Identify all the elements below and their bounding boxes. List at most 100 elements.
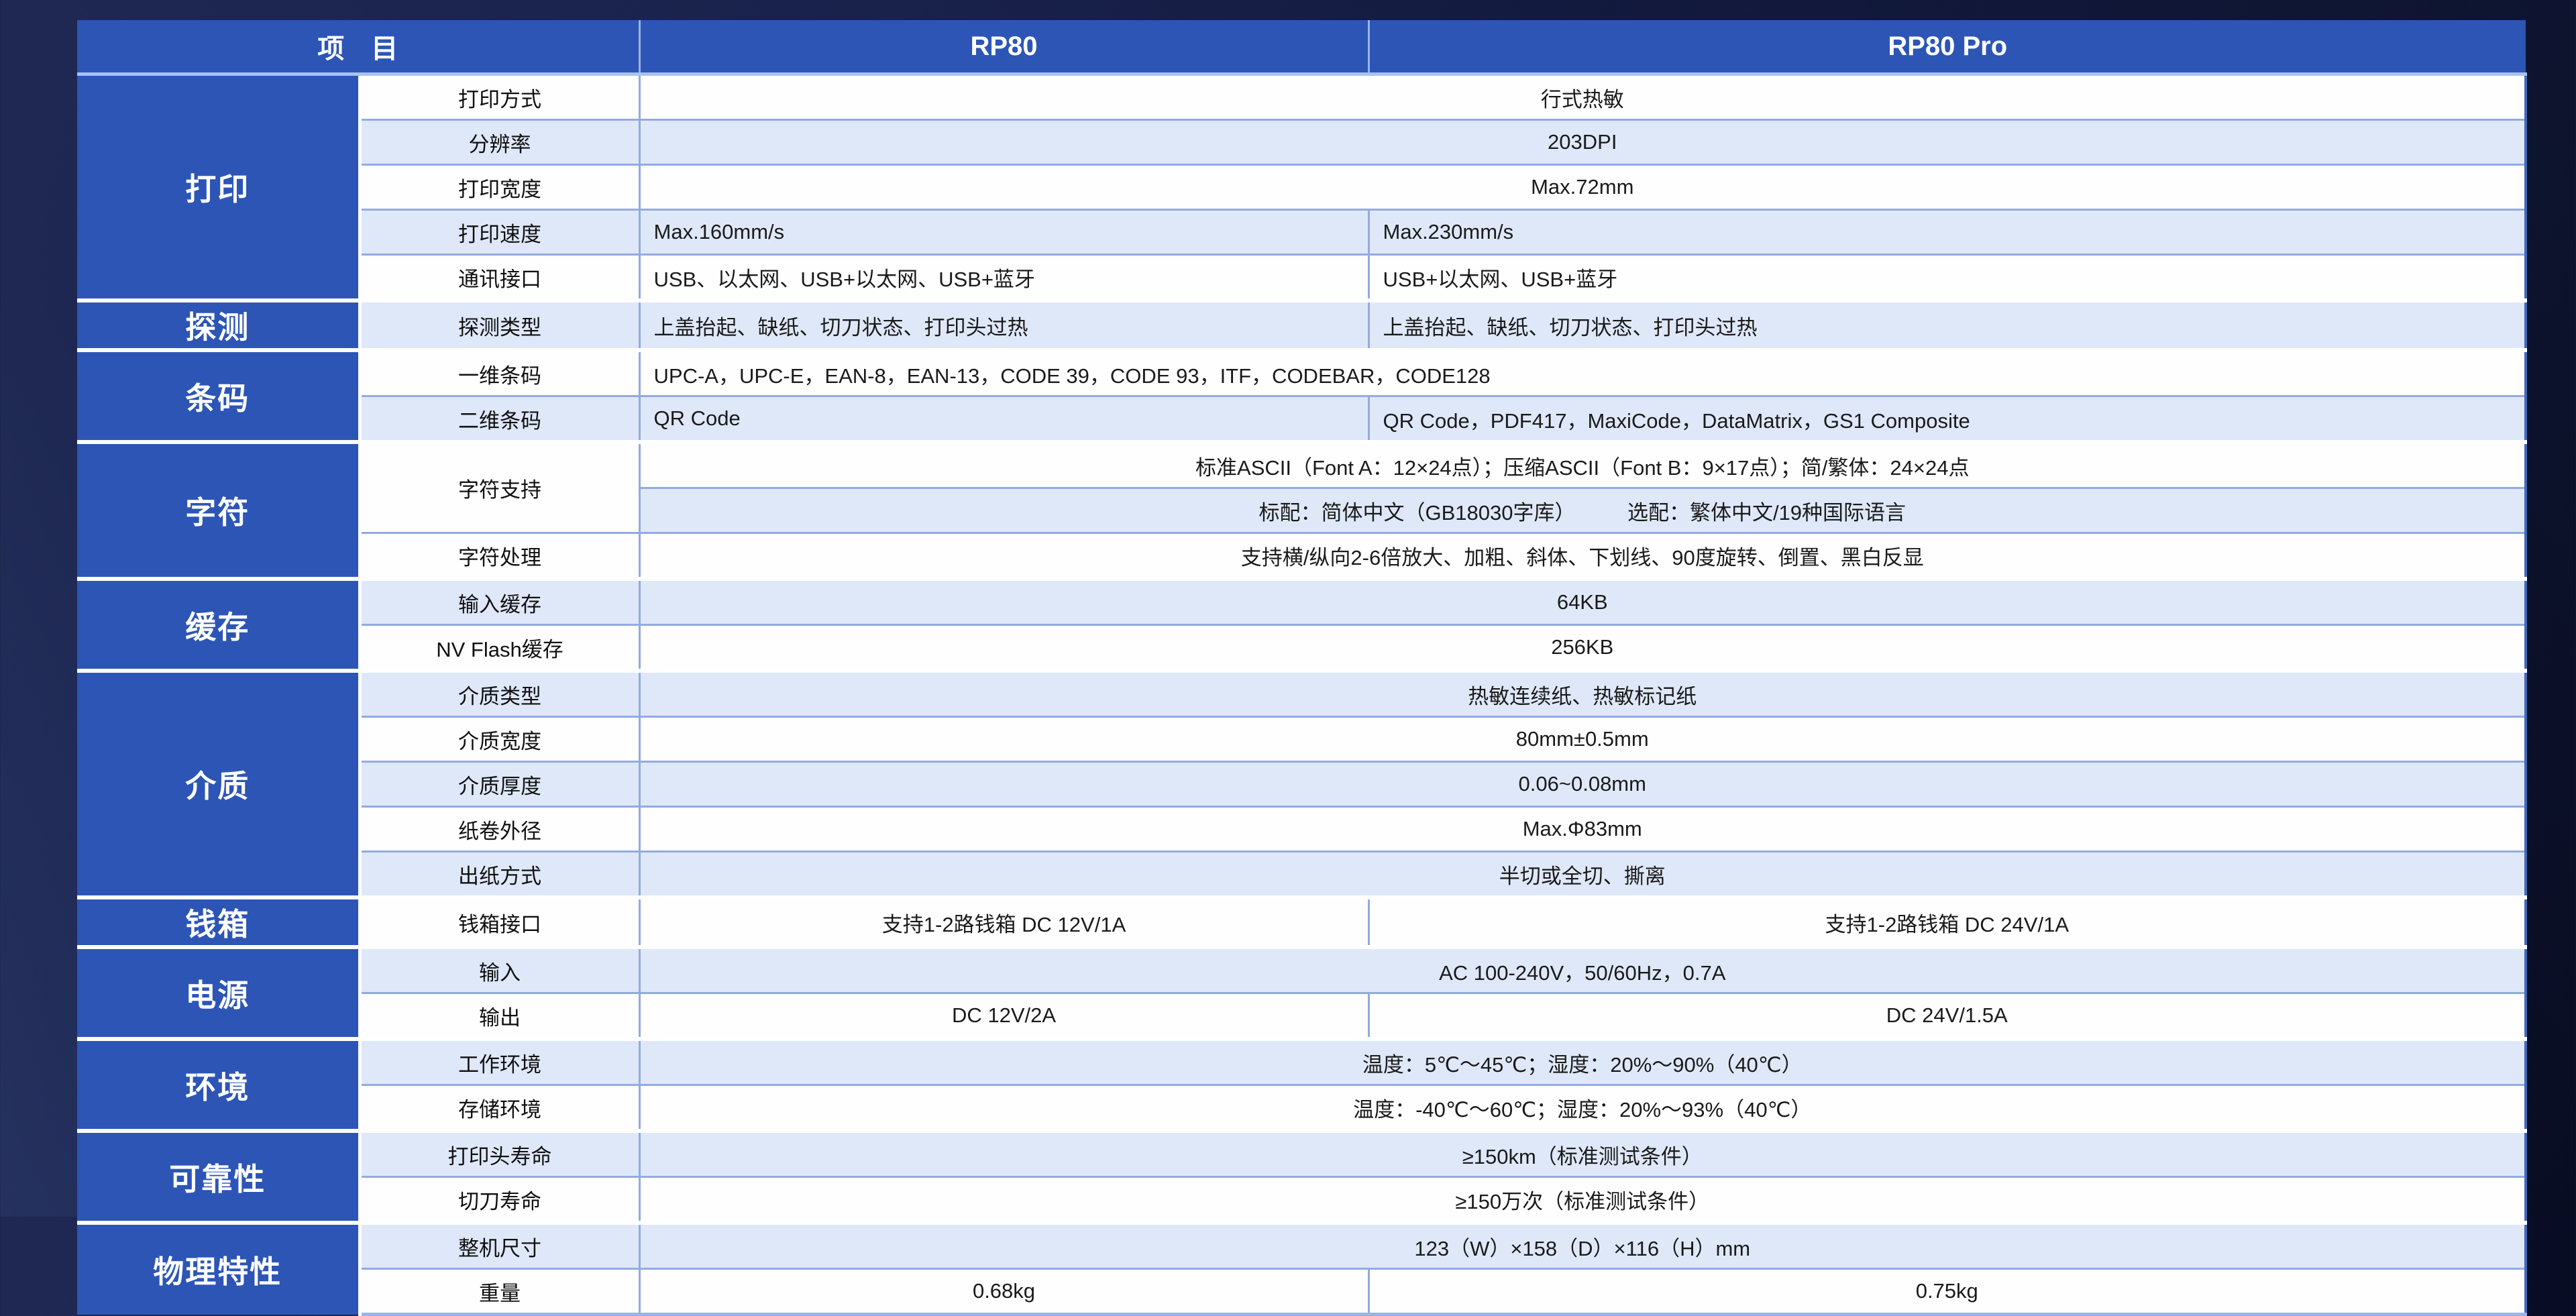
spec-label: 介质类型 (358, 669, 641, 718)
table-row: 缓存 输入缓存 64KB (77, 577, 2527, 671)
table-row: 存储环境 温度：-40℃～60℃；湿度：20%～93%（40℃） (77, 1084, 2527, 1132)
spec-label: 输入缓存 (358, 577, 641, 626)
spec-label: 介质宽度 (358, 716, 641, 763)
spec-value: 支持1-2路钱箱 DC 12V/1A (638, 895, 1370, 948)
table-row: 环境 工作环境 温度：5℃～45℃；湿度：20%～90%（40℃） (77, 1037, 2527, 1131)
category-cell: 钱箱 (77, 895, 362, 947)
spec-value: QR Code (638, 395, 1370, 443)
spec-label: NV Flash缓存 (358, 624, 641, 672)
spec-value: 0.75kg (1367, 1268, 2527, 1316)
spec-value: ≥150万次（标准测试条件） (638, 1176, 2527, 1224)
category-cell: 环境 (77, 1037, 362, 1131)
spec-value: 256KB (638, 624, 2527, 672)
table-row: 切刀寿命 ≥150万次（标准测试条件） (77, 1176, 2527, 1224)
category-cell: 探测 (77, 298, 362, 350)
table-row: 通讯接口 USB、以太网、USB+以太网、USB+蓝牙 USB+以太网、USB+蓝牙 (77, 254, 2527, 302)
spec-value: 123（W）×158（D）×116（H）mm (638, 1221, 2527, 1270)
table-row: 纸卷外径 Max.Φ83mm (77, 806, 2527, 853)
spec-value: 上盖抬起、缺纸、切刀状态、打印头过热 (1367, 298, 2527, 351)
spec-label: 打印方式 (358, 73, 641, 121)
spec-value: 温度：5℃～45℃；湿度：20%～90%（40℃） (638, 1037, 2527, 1086)
spec-value: 80mm±0.5mm (638, 716, 2527, 763)
spec-value: USB、以太网、USB+以太网、USB+蓝牙 (638, 254, 1370, 302)
table-row: 探测 探测类型 上盖抬起、缺纸、切刀状态、打印头过热 上盖抬起、缺纸、切刀状态、打印头… (77, 298, 2527, 351)
spec-value: 支持横/纵向2-6倍放大、加粗、斜体、下划线、90度旋转、倒置、黑白反显 (638, 532, 2527, 580)
category-cell: 条码 (77, 348, 362, 442)
spec-value: 热敏连续纸、热敏标记纸 (638, 669, 2527, 718)
spec-value: Max.72mm (638, 164, 2527, 211)
spec-value: 行式热敏 (638, 73, 2527, 121)
spec-value: DC 12V/2A (638, 992, 1370, 1040)
category-cell: 字符 (77, 440, 362, 579)
spec-label: 钱箱接口 (358, 895, 641, 948)
spec-value: Max.Φ83mm (638, 806, 2527, 853)
spec-table: 项 目 RP80 RP80 Pro 打印 打印方式 行式热敏 分辨率 203DPI 打印宽… (77, 20, 2527, 1316)
table-row: 打印宽度 Max.72mm (77, 164, 2527, 211)
spec-label: 纸卷外径 (358, 806, 641, 853)
spec-value: 203DPI (638, 119, 2527, 166)
table-row: 可靠性 打印头寿命 ≥150km（标准测试条件） (77, 1129, 2527, 1223)
spec-value: UPC-A，UPC-E，EAN-8，EAN-13，CODE 39，CODE 93… (638, 348, 2527, 397)
spec-value: 64KB (638, 577, 2527, 626)
spec-table-body: 打印 打印方式 行式热敏 分辨率 203DPI 打印宽度 Max.72mm 打印速度 Max.1… (77, 73, 2527, 1316)
spec-value: Max.230mm/s (1367, 209, 2527, 256)
spec-label: 输入 (358, 945, 641, 994)
spec-value: 0.06~0.08mm (638, 761, 2527, 808)
spec-value: 温度：-40℃～60℃；湿度：20%～93%（40℃） (638, 1084, 2527, 1132)
table-row: 打印速度 Max.160mm/s Max.230mm/s (77, 209, 2527, 256)
spec-value: 支持1-2路钱箱 DC 24V/1A (1367, 895, 2527, 948)
spec-label: 通讯接口 (358, 254, 641, 302)
spec-label: 工作环境 (358, 1037, 641, 1086)
spec-label: 整机尺寸 (358, 1221, 641, 1270)
spec-label: 字符处理 (358, 532, 641, 580)
category-cell: 缓存 (77, 577, 362, 671)
header-rp80: RP80 (638, 20, 1368, 76)
table-row: NV Flash缓存 256KB (77, 624, 2527, 672)
spec-label: 打印宽度 (358, 164, 641, 211)
table-row: 电源 输入 AC 100-240V，50/60Hz，0.7A (77, 945, 2527, 1039)
table-row: 字符处理 支持横/纵向2-6倍放大、加粗、斜体、下划线、90度旋转、倒置、黑白反显 (77, 532, 2527, 580)
spec-label: 介质厚度 (358, 761, 641, 808)
table-row: 二维条码 QR Code QR Code，PDF417，MaxiCode，DataM… (77, 395, 2527, 443)
table-row: 输出 DC 12V/2A DC 24V/1.5A (77, 992, 2527, 1040)
category-cell: 可靠性 (77, 1129, 362, 1223)
spec-label: 一维条码 (358, 348, 641, 397)
spec-value: 标配：简体中文（GB18030字库） 选配：繁体中文/19种国际语言 (638, 487, 2527, 534)
table-row: 重量 0.68kg 0.75kg (77, 1268, 2527, 1316)
table-row: 物理特性 整机尺寸 123（W）×158（D）×116（H）mm (77, 1221, 2527, 1315)
spec-value: USB+以太网、USB+蓝牙 (1367, 254, 2527, 302)
table-row: 介质宽度 80mm±0.5mm (77, 716, 2527, 763)
spec-value: 半切或全切、撕离 (638, 851, 2527, 899)
table-row: 出纸方式 半切或全切、撕离 (77, 851, 2527, 899)
spec-value: 标准ASCII（Font A：12×24点）；压缩ASCII（Font B：9×… (638, 440, 2527, 489)
table-row: 钱箱 钱箱接口 支持1-2路钱箱 DC 12V/1A 支持1-2路钱箱 DC 24V/… (77, 895, 2527, 948)
table-row: 字符 字符支持 标准ASCII（Font A：12×24点）；压缩ASCII（Fon… (77, 440, 2527, 579)
category-cell: 电源 (77, 945, 362, 1039)
spec-label: 打印头寿命 (358, 1129, 641, 1178)
spec-label: 探测类型 (358, 298, 641, 351)
table-row: 标配：简体中文（GB18030字库） 选配：繁体中文/19种国际语言 (77, 487, 2527, 534)
spec-label: 出纸方式 (358, 851, 641, 899)
category-cell: 物理特性 (77, 1221, 362, 1315)
spec-label: 切刀寿命 (358, 1176, 641, 1224)
category-cell: 介质 (77, 669, 362, 897)
spec-label: 二维条码 (358, 395, 641, 443)
spec-label: 字符支持 (358, 440, 641, 534)
spec-value: Max.160mm/s (638, 209, 1370, 256)
spec-value: ≥150km（标准测试条件） (638, 1129, 2527, 1178)
spec-value: 0.68kg (638, 1268, 1370, 1316)
spec-label: 打印速度 (358, 209, 641, 256)
header-row: 项 目 RP80 RP80 Pro (77, 20, 2526, 76)
table-row: 打印 打印方式 行式热敏 (77, 73, 2527, 300)
spec-label: 重量 (358, 1268, 641, 1316)
spec-value: 上盖抬起、缺纸、切刀状态、打印头过热 (638, 298, 1370, 351)
spec-label: 分辨率 (358, 119, 641, 166)
spec-value: QR Code，PDF417，MaxiCode，DataMatrix，GS1 C… (1367, 395, 2527, 443)
table-row: 分辨率 203DPI (77, 119, 2527, 166)
spec-label: 输出 (358, 992, 641, 1040)
spec-value: DC 24V/1.5A (1367, 992, 2527, 1040)
header-item: 项 目 (77, 20, 639, 76)
header-rp80-pro: RP80 Pro (1367, 20, 2526, 76)
table-row: 介质厚度 0.06~0.08mm (77, 761, 2527, 808)
